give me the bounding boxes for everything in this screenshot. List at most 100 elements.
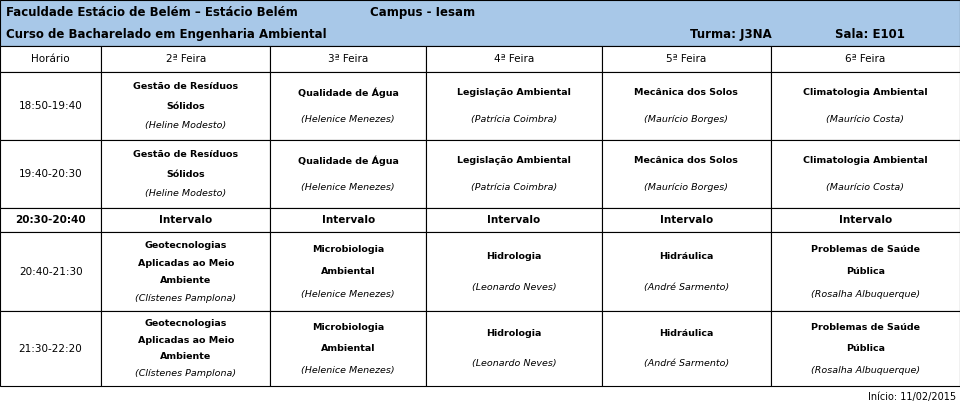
Text: (Patrícia Coimbra): (Patrícia Coimbra) bbox=[470, 115, 557, 124]
Text: 6ª Feira: 6ª Feira bbox=[846, 54, 885, 64]
Text: Qualidade de Água: Qualidade de Água bbox=[298, 87, 398, 98]
Text: (Patrícia Coimbra): (Patrícia Coimbra) bbox=[470, 183, 557, 192]
Text: Curso de Bacharelado em Engenharia Ambiental: Curso de Bacharelado em Engenharia Ambie… bbox=[6, 28, 326, 41]
Text: Hidráulica: Hidráulica bbox=[660, 329, 713, 338]
Text: Geotecnologias: Geotecnologias bbox=[145, 241, 227, 250]
Bar bbox=[101, 72, 271, 140]
Bar bbox=[0, 46, 101, 72]
Text: Qualidade de Água: Qualidade de Água bbox=[298, 155, 398, 166]
Bar bbox=[0, 311, 101, 386]
Bar bbox=[602, 46, 771, 72]
Text: 20:30-20:40: 20:30-20:40 bbox=[15, 215, 86, 225]
Bar bbox=[271, 208, 426, 232]
Text: (Clístenes Pamplona): (Clístenes Pamplona) bbox=[135, 369, 236, 378]
Bar bbox=[771, 208, 960, 232]
Text: Ambiental: Ambiental bbox=[321, 267, 375, 276]
Text: 21:30-22:20: 21:30-22:20 bbox=[19, 344, 83, 354]
Text: Sólidos: Sólidos bbox=[166, 101, 205, 111]
Text: Problemas de Saúde: Problemas de Saúde bbox=[811, 323, 920, 332]
Bar bbox=[271, 46, 426, 72]
Text: (Rosalha Albuquerque): (Rosalha Albuquerque) bbox=[811, 366, 920, 375]
Bar bbox=[771, 72, 960, 140]
Bar bbox=[426, 311, 602, 386]
Bar bbox=[771, 140, 960, 208]
Text: (Helenice Menezes): (Helenice Menezes) bbox=[301, 366, 395, 375]
Bar bbox=[0, 232, 101, 311]
Text: (Heline Modesto): (Heline Modesto) bbox=[145, 189, 227, 198]
Bar bbox=[426, 232, 602, 311]
Text: Pública: Pública bbox=[846, 344, 885, 353]
Bar bbox=[602, 208, 771, 232]
Text: Hidrologia: Hidrologia bbox=[487, 252, 541, 261]
Bar bbox=[101, 311, 271, 386]
Text: Aplicadas ao Meio: Aplicadas ao Meio bbox=[137, 259, 234, 267]
Text: (Helenice Menezes): (Helenice Menezes) bbox=[301, 115, 395, 124]
Text: Legislação Ambiental: Legislação Ambiental bbox=[457, 88, 571, 97]
Text: 18:50-19:40: 18:50-19:40 bbox=[19, 101, 83, 111]
Text: (Helenice Menezes): (Helenice Menezes) bbox=[301, 183, 395, 192]
Bar bbox=[771, 46, 960, 72]
Text: Intervalo: Intervalo bbox=[660, 215, 713, 225]
Bar bbox=[602, 232, 771, 311]
Text: Microbiologia: Microbiologia bbox=[312, 245, 384, 254]
Text: Turma: J3NA: Turma: J3NA bbox=[690, 28, 772, 41]
Text: Ambiente: Ambiente bbox=[160, 276, 211, 285]
Bar bbox=[0, 72, 101, 140]
Bar bbox=[271, 311, 426, 386]
Text: Sala: E101: Sala: E101 bbox=[835, 28, 905, 41]
Bar bbox=[0, 208, 101, 232]
Bar bbox=[271, 140, 426, 208]
Text: Gestão de Resíduos: Gestão de Resíduos bbox=[133, 82, 238, 91]
Text: Faculdade Estácio de Belém – Estácio Belém: Faculdade Estácio de Belém – Estácio Bel… bbox=[6, 6, 298, 19]
Bar bbox=[602, 311, 771, 386]
Text: Horário: Horário bbox=[32, 54, 70, 64]
Text: Intervalo: Intervalo bbox=[488, 215, 540, 225]
Text: (Heline Modesto): (Heline Modesto) bbox=[145, 121, 227, 130]
Text: 2ª Feira: 2ª Feira bbox=[166, 54, 205, 64]
Bar bbox=[101, 208, 271, 232]
Bar bbox=[0, 0, 960, 46]
Text: Geotecnologias: Geotecnologias bbox=[145, 319, 227, 328]
Bar bbox=[771, 232, 960, 311]
Text: (Maurício Borges): (Maurício Borges) bbox=[644, 115, 729, 124]
Text: Problemas de Saúde: Problemas de Saúde bbox=[811, 245, 920, 254]
Bar bbox=[0, 140, 101, 208]
Text: Hidráulica: Hidráulica bbox=[660, 252, 713, 261]
Text: Gestão de Resíduos: Gestão de Resíduos bbox=[133, 150, 238, 159]
Text: Intervalo: Intervalo bbox=[839, 215, 892, 225]
Text: (Rosalha Albuquerque): (Rosalha Albuquerque) bbox=[811, 290, 920, 299]
Text: Campus - Iesam: Campus - Iesam bbox=[370, 6, 475, 19]
Text: Mecânica dos Solos: Mecânica dos Solos bbox=[635, 156, 738, 165]
Text: (André Sarmento): (André Sarmento) bbox=[644, 359, 729, 368]
Text: Legislação Ambiental: Legislação Ambiental bbox=[457, 156, 571, 165]
Text: 4ª Feira: 4ª Feira bbox=[493, 54, 534, 64]
Text: Aplicadas ao Meio: Aplicadas ao Meio bbox=[137, 336, 234, 345]
Text: 3ª Feira: 3ª Feira bbox=[328, 54, 369, 64]
Text: Ambiental: Ambiental bbox=[321, 344, 375, 353]
Text: (Maurício Costa): (Maurício Costa) bbox=[827, 115, 904, 124]
Bar bbox=[426, 46, 602, 72]
Bar bbox=[602, 140, 771, 208]
Text: Intervalo: Intervalo bbox=[322, 215, 374, 225]
Text: (Leonardo Neves): (Leonardo Neves) bbox=[471, 359, 556, 368]
Bar bbox=[101, 140, 271, 208]
Text: Mecânica dos Solos: Mecânica dos Solos bbox=[635, 88, 738, 97]
Bar bbox=[271, 232, 426, 311]
Text: (Maurício Borges): (Maurício Borges) bbox=[644, 183, 729, 192]
Text: Climatologia Ambiental: Climatologia Ambiental bbox=[804, 156, 927, 165]
Text: (Clístenes Pamplona): (Clístenes Pamplona) bbox=[135, 294, 236, 303]
Text: (André Sarmento): (André Sarmento) bbox=[644, 283, 729, 292]
Bar bbox=[101, 232, 271, 311]
Bar bbox=[426, 140, 602, 208]
Text: (Maurício Costa): (Maurício Costa) bbox=[827, 183, 904, 192]
Text: 20:40-21:30: 20:40-21:30 bbox=[19, 267, 83, 277]
Text: 5ª Feira: 5ª Feira bbox=[666, 54, 707, 64]
Text: Climatologia Ambiental: Climatologia Ambiental bbox=[804, 88, 927, 97]
Text: Hidrologia: Hidrologia bbox=[487, 329, 541, 338]
Text: (Leonardo Neves): (Leonardo Neves) bbox=[471, 283, 556, 292]
Text: Intervalo: Intervalo bbox=[159, 215, 212, 225]
Text: (Helenice Menezes): (Helenice Menezes) bbox=[301, 290, 395, 299]
Bar bbox=[271, 72, 426, 140]
Text: Sólidos: Sólidos bbox=[166, 170, 205, 179]
Bar bbox=[771, 311, 960, 386]
